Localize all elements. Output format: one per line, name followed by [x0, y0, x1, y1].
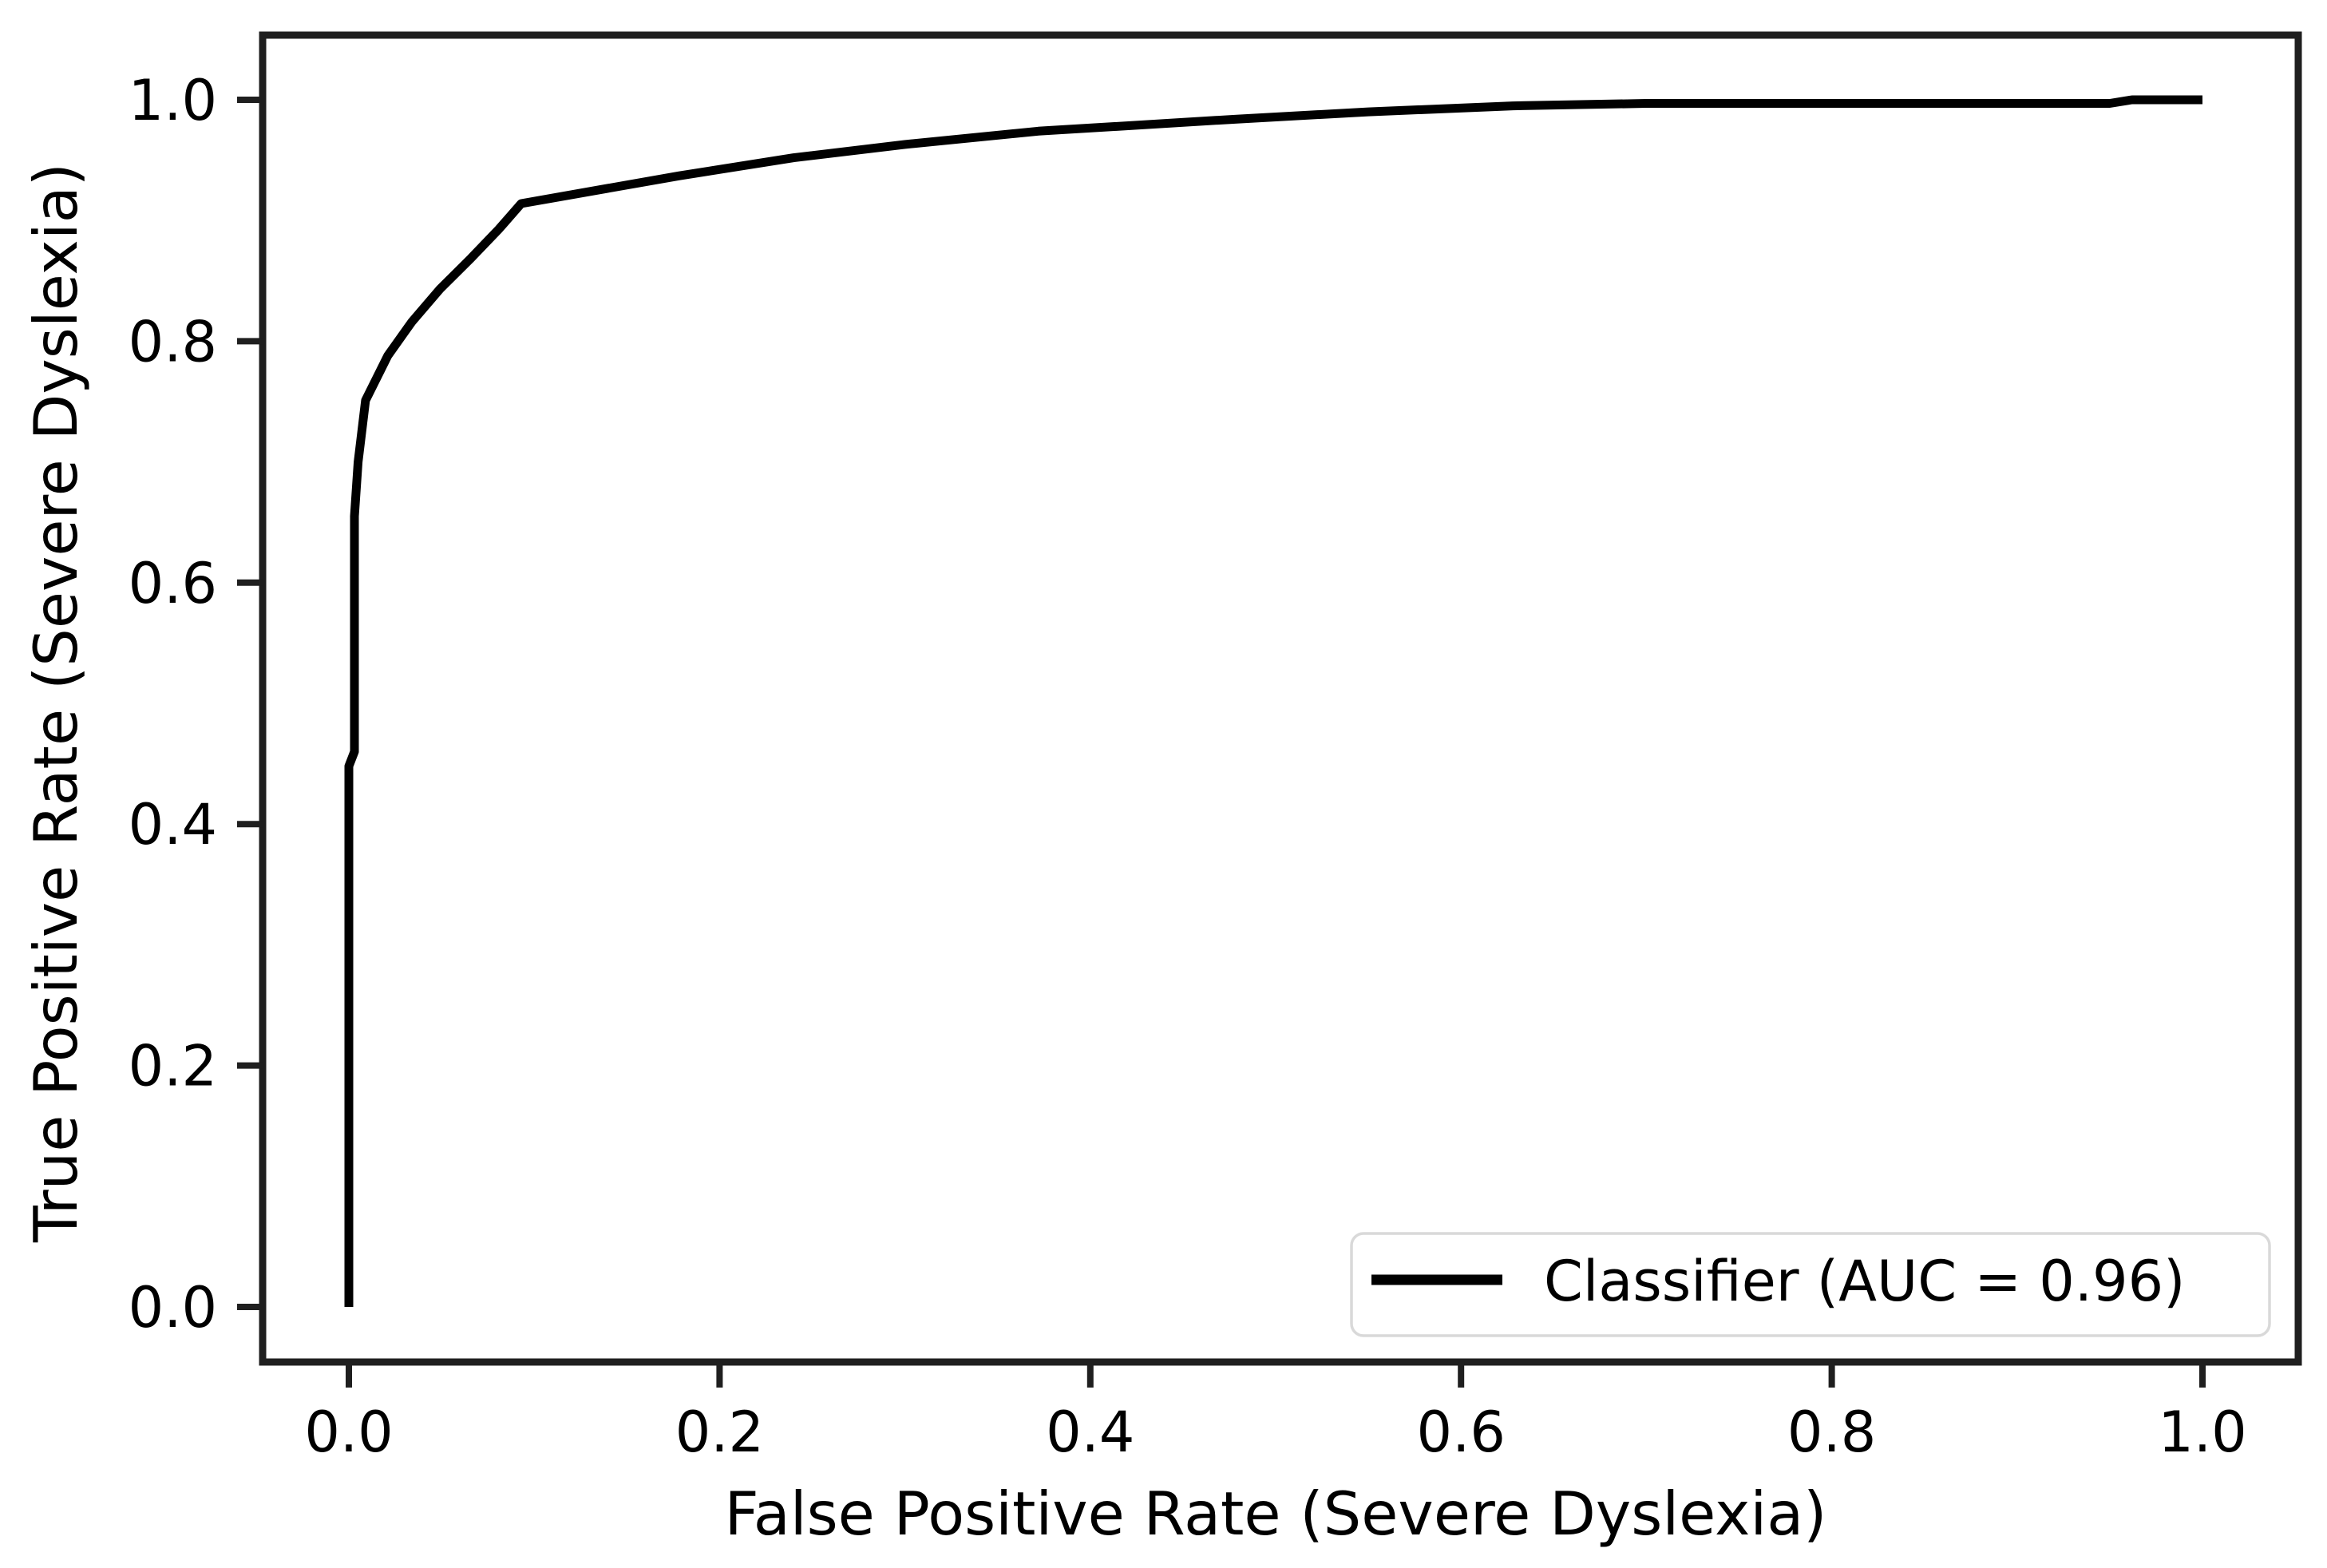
- x-tick-label: 0.8: [1787, 1400, 1876, 1465]
- y-tick-label: 0.0: [129, 1275, 217, 1340]
- x-axis: 0.0 0.2 0.4 0.6 0.8 1.0: [304, 1362, 2247, 1465]
- y-tick-label: 0.2: [129, 1034, 217, 1099]
- x-tick-label: 0.4: [1046, 1400, 1134, 1465]
- legend: Classifier (AUC = 0.96): [1350, 1232, 2271, 1337]
- x-tick-label: 0.2: [675, 1400, 764, 1465]
- y-tick-label: 0.6: [129, 551, 217, 616]
- x-tick-label: 0.0: [304, 1400, 393, 1465]
- roc-curve-line: [344, 95, 2202, 1307]
- y-axis: 0.0 0.2 0.4 0.6 0.8 1.0: [129, 68, 263, 1340]
- x-tick-label: 0.6: [1417, 1400, 1506, 1465]
- x-tick-label: 1.0: [2158, 1400, 2246, 1465]
- plot-area-border: [259, 31, 2302, 1366]
- legend-frame: [1350, 1232, 2271, 1337]
- y-axis-label: True Positive Rate (Severe Dyslexia): [21, 163, 91, 1243]
- x-axis-label: False Positive Rate (Severe Dyslexia): [725, 1479, 1827, 1549]
- roc-curve-series: [344, 95, 2202, 1307]
- y-tick-label: 0.4: [129, 792, 217, 857]
- y-tick-label: 1.0: [129, 68, 217, 133]
- legend-label: Classifier (AUC = 0.96): [1544, 1249, 2185, 1314]
- y-tick-label: 0.8: [129, 309, 217, 374]
